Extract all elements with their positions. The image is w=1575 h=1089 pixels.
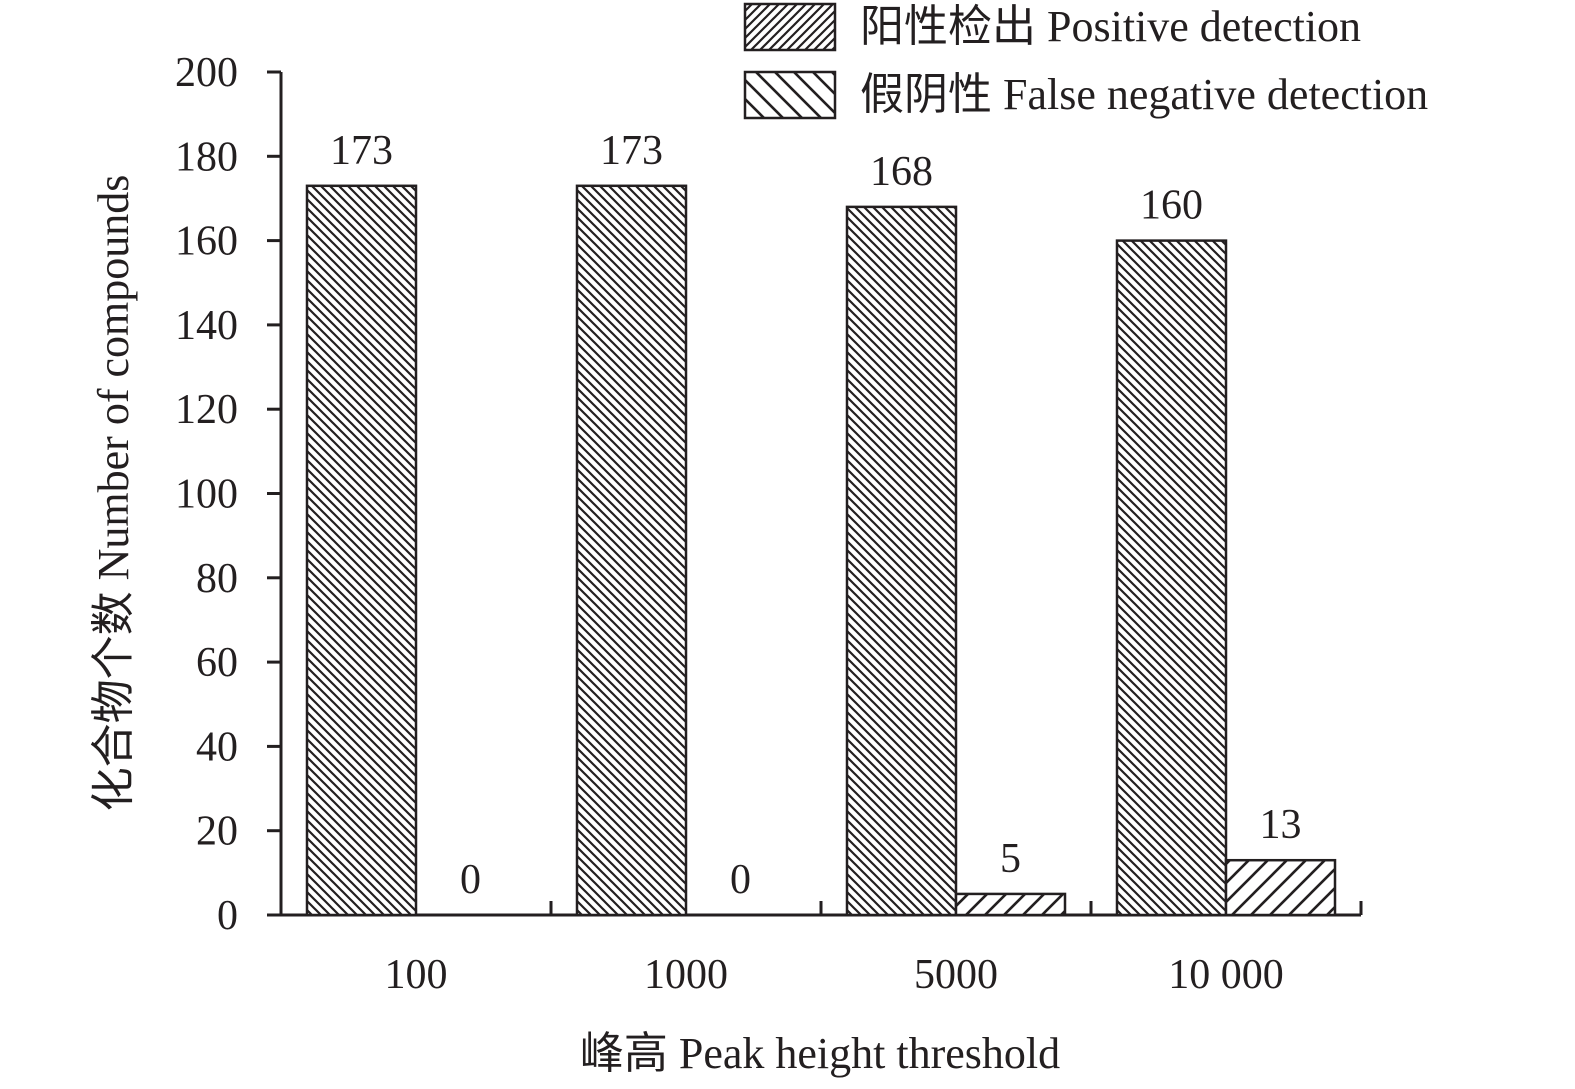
bar-positive [305, 184, 418, 917]
bars [305, 184, 1337, 917]
y-tick-label: 160 [175, 219, 238, 265]
value-label-false-negative: 13 [1260, 802, 1302, 848]
value-label-false-negative: 0 [460, 857, 481, 903]
bar-positive [845, 205, 958, 917]
legend: 阳性检出 Positive detection 假阴性 False negati… [743, 2, 1428, 120]
value-label-positive: 173 [330, 128, 393, 174]
y-axis-ticks: 0 20 40 60 80 100 120 140 160 180 200 [175, 50, 281, 939]
x-tick-label: 5000 [914, 952, 998, 998]
y-tick-label: 80 [196, 556, 238, 602]
y-tick-label: 40 [196, 724, 238, 770]
y-tick-label: 140 [175, 303, 238, 349]
bar-false-negative [954, 892, 1067, 917]
legend-swatch-false-negative [743, 70, 837, 120]
x-axis-title: 峰高 Peak height threshold [580, 1029, 1060, 1078]
legend-swatch-positive [743, 2, 837, 52]
value-label-positive: 160 [1140, 183, 1203, 229]
value-labels: 173 173 168 160 0 0 5 13 [330, 128, 1302, 903]
y-tick-label: 200 [175, 50, 238, 96]
value-label-false-negative: 5 [1000, 836, 1021, 882]
legend-label-false-negative: 假阴性 False negative detection [860, 70, 1428, 119]
bar-positive [1115, 239, 1228, 917]
bar-false-negative [1224, 858, 1337, 917]
y-tick-label: 20 [196, 809, 238, 855]
value-label-positive: 173 [600, 128, 663, 174]
x-tick-label: 1000 [644, 952, 728, 998]
value-label-positive: 168 [870, 149, 933, 195]
y-tick-label: 0 [217, 893, 238, 939]
y-tick-label: 180 [175, 134, 238, 180]
y-axis-title: 化合物个数 Number of compounds [89, 175, 138, 812]
bar-positive [575, 184, 688, 917]
value-label-false-negative: 0 [730, 857, 751, 903]
legend-item-false-negative: 假阴性 False negative detection [743, 70, 1428, 120]
y-tick-label: 60 [196, 640, 238, 686]
legend-item-positive: 阳性检出 Positive detection [743, 2, 1361, 52]
y-tick-label: 100 [175, 472, 238, 518]
x-axis-ticks: 100 1000 5000 10 000 [385, 901, 1363, 998]
y-tick-label: 120 [175, 387, 238, 433]
x-tick-label: 10 000 [1168, 952, 1284, 998]
x-tick-label: 100 [385, 952, 448, 998]
legend-label-positive: 阳性检出 Positive detection [860, 2, 1361, 51]
